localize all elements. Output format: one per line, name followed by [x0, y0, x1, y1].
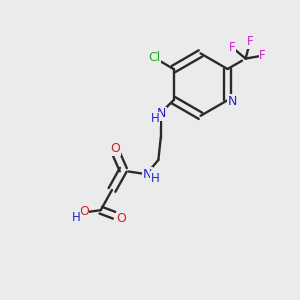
Text: N: N	[143, 168, 152, 181]
Text: N: N	[227, 94, 237, 108]
Text: F: F	[259, 49, 266, 62]
Text: Cl: Cl	[148, 51, 160, 64]
Text: O: O	[116, 212, 126, 225]
Text: O: O	[110, 142, 120, 155]
Text: H: H	[150, 172, 159, 185]
Text: N: N	[157, 107, 166, 120]
Text: H: H	[72, 211, 80, 224]
Text: O: O	[79, 206, 89, 218]
Text: H: H	[151, 112, 160, 125]
Text: F: F	[247, 35, 253, 49]
Text: F: F	[229, 41, 236, 54]
